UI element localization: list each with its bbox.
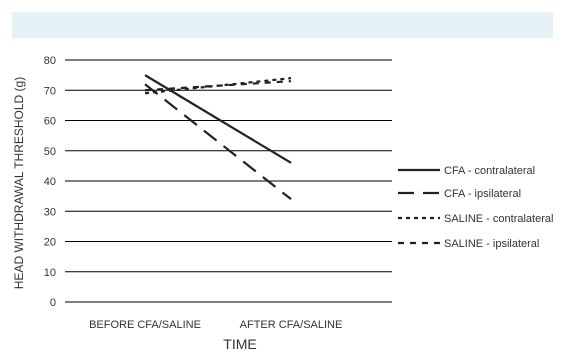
y-tick-label: 10 xyxy=(44,267,56,279)
legend-label: SALINE - ipsilateral xyxy=(444,238,539,250)
y-tick-label: 50 xyxy=(44,146,56,158)
legend: CFA - contralateral CFA - ipsilateral SALI… xyxy=(398,165,553,250)
y-tick-label: 60 xyxy=(44,116,56,128)
x-axis-label: TIME xyxy=(223,336,256,352)
x-tick-label: BEFORE CFA/SALINE xyxy=(89,319,201,331)
gridlines xyxy=(65,59,392,303)
series-line-2 xyxy=(144,83,292,201)
series-line-1 xyxy=(144,74,292,164)
x-tick-label: AFTER CFA/SALINE xyxy=(240,319,343,331)
series-lines xyxy=(144,74,292,201)
y-tick-label: 80 xyxy=(44,55,56,67)
legend-label: CFA - ipsilateral xyxy=(444,188,521,200)
y-tick-labels: 0 10 20 30 40 50 60 70 80 xyxy=(44,55,56,309)
header-band xyxy=(12,12,553,38)
legend-label: SALINE - contralateral xyxy=(444,213,553,225)
y-tick-label: 20 xyxy=(44,237,56,249)
y-tick-label: 30 xyxy=(44,206,56,218)
y-axis-label: HEAD WITHDRAWAL THRESHOLD (g) xyxy=(12,77,26,289)
legend-label: CFA - contralateral xyxy=(444,165,535,177)
y-tick-label: 40 xyxy=(44,176,56,188)
y-tick-label: 70 xyxy=(44,85,56,97)
series-line-4 xyxy=(144,80,292,92)
y-tick-label: 0 xyxy=(50,297,56,309)
x-tick-labels: BEFORE CFA/SALINE AFTER CFA/SALINE xyxy=(89,319,342,331)
